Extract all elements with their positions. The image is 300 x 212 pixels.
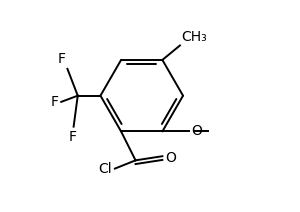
Text: CH₃: CH₃ [181,31,207,45]
Text: O: O [165,151,176,165]
Text: Cl: Cl [98,162,112,176]
Text: O: O [191,124,202,138]
Text: F: F [51,95,59,109]
Text: F: F [69,130,76,144]
Text: F: F [57,52,65,66]
